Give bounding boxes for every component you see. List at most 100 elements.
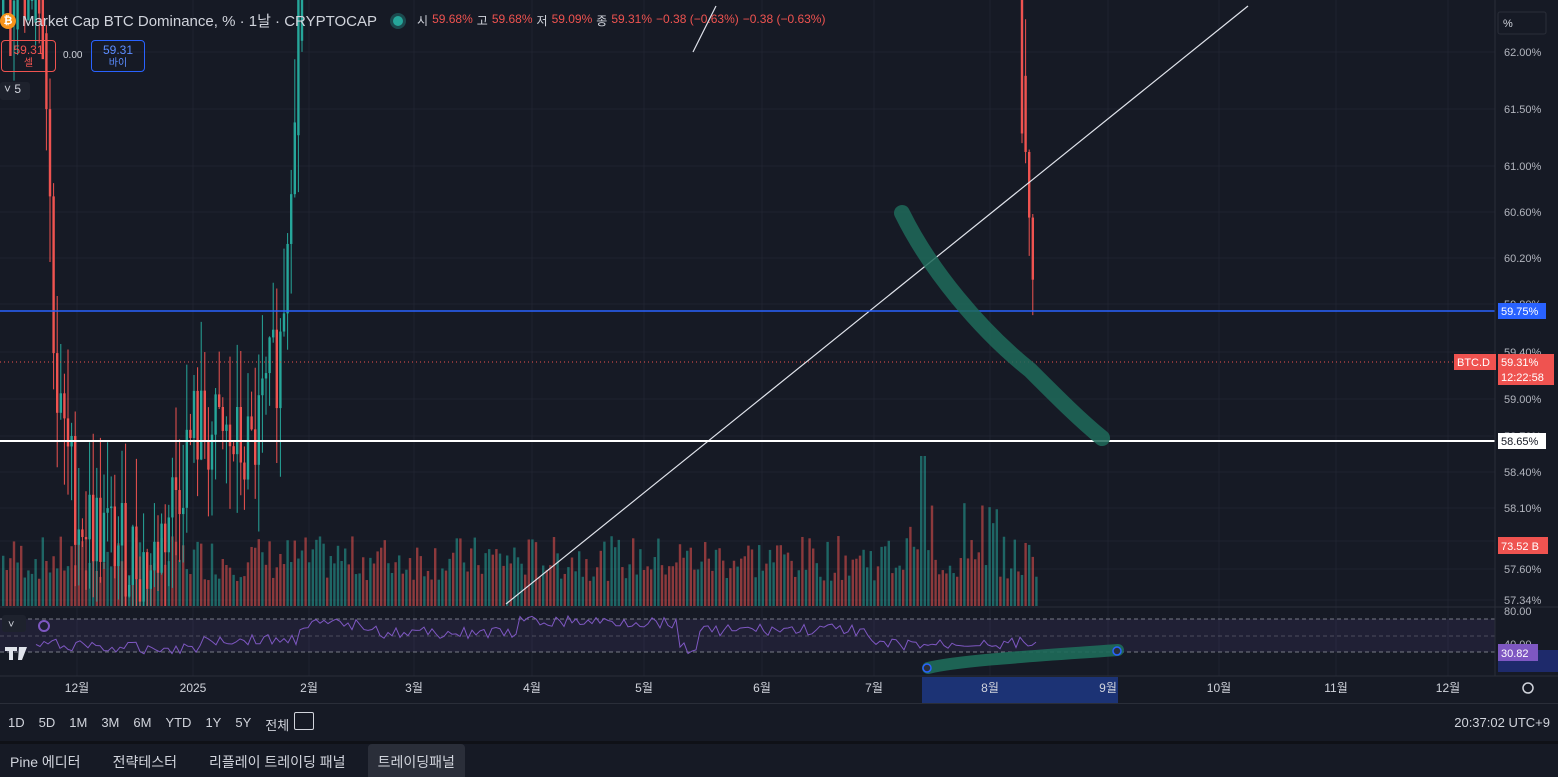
volume-bar	[257, 539, 260, 606]
volume-bar	[999, 576, 1002, 606]
volume-bar	[419, 556, 422, 606]
volume-bar	[776, 545, 779, 606]
date-range-icon[interactable]	[294, 712, 314, 730]
range-button-6m[interactable]: 6M	[133, 715, 152, 730]
volume-bar	[772, 562, 775, 606]
drawing-handle[interactable]	[922, 663, 932, 673]
volume-bar	[830, 580, 833, 606]
volume-bar	[884, 546, 887, 606]
candle-body	[88, 494, 91, 540]
clock[interactable]: 20:37:02 UTC+9	[1454, 715, 1550, 730]
volume-bar	[855, 558, 858, 606]
unit-button[interactable]	[1497, 11, 1547, 35]
panel-tab-1[interactable]: 전략테스터	[112, 754, 177, 770]
volume-bar	[466, 571, 469, 606]
drawn-curve-rsi[interactable]	[922, 644, 1124, 674]
range-button-1m[interactable]: 1M	[69, 715, 88, 730]
candle-body	[59, 393, 62, 413]
rsi-band	[0, 619, 1495, 652]
candle-body	[30, 0, 34, 1]
volume-bar	[801, 536, 804, 606]
indicators-collapse-button[interactable]: ˅ 5	[0, 82, 30, 100]
candle-body	[56, 353, 59, 413]
range-button-ytd[interactable]: YTD	[165, 715, 192, 730]
volume-bar	[225, 564, 228, 606]
volume-bar	[480, 573, 484, 606]
volume-bar	[300, 550, 304, 606]
low-value: 59.09%	[551, 12, 593, 26]
sell-button[interactable]: 59.31 셀	[1, 40, 56, 72]
drawn-curve-price[interactable]	[894, 205, 1110, 446]
price-tick-label: 61.00%	[1504, 161, 1542, 173]
volume-bar	[552, 537, 556, 606]
range-button-5y[interactable]: 5Y	[235, 715, 252, 730]
change-value: −0.38 (−0.63%)	[656, 12, 739, 26]
volume-bar	[635, 574, 638, 606]
time-tick-label: 2월	[300, 681, 318, 695]
volume-bar	[779, 545, 782, 606]
panel-tab-0[interactable]: Pine 에디터	[10, 754, 81, 770]
rsi-collapse-button[interactable]	[2, 615, 26, 632]
candle-body	[228, 424, 232, 447]
volume-bar	[668, 566, 671, 606]
volume-bar	[228, 567, 232, 606]
candle-body	[66, 418, 70, 447]
volume-bar	[995, 509, 998, 606]
volume-bar	[664, 574, 667, 606]
candle-body	[171, 477, 174, 518]
volume-bar	[311, 549, 314, 606]
volume-bar	[660, 565, 664, 606]
volume-bar	[545, 570, 548, 606]
drawing-handle[interactable]	[1112, 646, 1122, 656]
volume-bar	[318, 536, 322, 606]
chart-canvas[interactable]: %62.00%61.50%61.00%60.60%60.20%59.80%59.…	[0, 0, 1558, 703]
volume-bar	[178, 559, 181, 606]
volume-bar	[99, 576, 102, 606]
volume-bar	[27, 570, 30, 606]
buy-button[interactable]: 59.31 바이	[91, 40, 145, 72]
badge-rsi	[1498, 644, 1538, 661]
volume-bar	[959, 558, 962, 606]
volume-bar	[1002, 536, 1006, 606]
range-button-5d[interactable]: 5D	[38, 715, 56, 730]
volume-bar	[596, 567, 599, 606]
volume-bar	[1013, 539, 1016, 606]
range-button-1d[interactable]: 1D	[8, 715, 25, 730]
range-button-3m[interactable]: 3M	[101, 715, 120, 730]
panel-tab-3[interactable]: 트레이딩패널	[367, 744, 465, 777]
candle-body	[272, 329, 275, 338]
time-tick-label: 11월	[1324, 681, 1348, 695]
volume-bar	[729, 568, 732, 606]
settings-gear-icon[interactable]	[1522, 682, 1534, 694]
volume-bar	[833, 572, 836, 606]
range-button-전체[interactable]: 전체	[265, 718, 290, 733]
volume-bar	[491, 554, 494, 606]
candle-body	[135, 526, 138, 580]
candle-body	[84, 537, 88, 540]
volume-bar	[236, 580, 239, 606]
candle-body	[110, 506, 113, 509]
volume-bar	[48, 572, 52, 606]
volume-bar	[858, 555, 862, 606]
volume-bar	[34, 559, 37, 606]
indicators-count: 5	[14, 82, 22, 96]
volume-bar	[624, 578, 628, 606]
volume-bar	[873, 580, 876, 606]
time-tick-label: 4월	[523, 681, 541, 695]
candle-body	[146, 552, 149, 589]
candle-body	[243, 462, 246, 480]
volume-bar	[794, 576, 797, 606]
panel-tab-2[interactable]: 리플레이 트레이딩 패널	[208, 754, 346, 770]
range-button-1y[interactable]: 1Y	[205, 715, 222, 730]
volume-bar	[448, 558, 451, 606]
volume-bar	[444, 570, 448, 606]
candle-body	[95, 497, 98, 562]
symbol-title[interactable]: Market Cap BTC Dominance, % · 1날 · CRYPT…	[22, 13, 378, 30]
volume-bar	[261, 552, 264, 606]
volume-bar	[837, 536, 840, 606]
volume-bar	[696, 569, 700, 606]
volume-bar	[297, 558, 300, 606]
candle-body	[236, 406, 239, 455]
volume-bar	[20, 545, 23, 606]
volume-bar	[1020, 574, 1024, 606]
